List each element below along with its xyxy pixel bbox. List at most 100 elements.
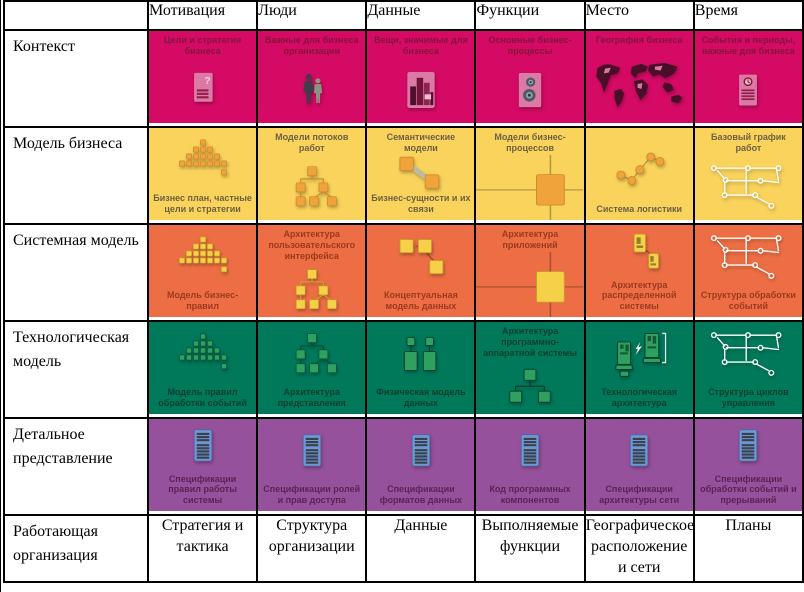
- column-header-place: Место: [583, 0, 695, 31]
- physical-data-icon: [368, 323, 473, 386]
- flow-white-icon: [696, 323, 801, 386]
- cell-label: Концептуальная модель данных: [383, 290, 458, 312]
- matrix-cell: Модели потоков работ: [256, 126, 368, 225]
- spec-doc-icon: [150, 420, 255, 473]
- cell-tile: Цели и стратегия бизнеса ?: [150, 32, 256, 123]
- matrix-cell: Основные бизнес-процессы: [474, 29, 586, 128]
- org-chart-icon: [259, 155, 364, 220]
- cell-tile: Технологическая архитектура: [586, 323, 692, 414]
- matrix-cell: Базовый график работ: [692, 126, 804, 225]
- cell-tile: Архитектура программно-аппаратной систем…: [477, 323, 583, 414]
- matrix-row: Детальное представление Спецификации пра…: [3, 417, 804, 516]
- linked-squares-2-icon: [368, 155, 473, 193]
- matrix-cell: Спецификации правил работы системы: [146, 417, 259, 516]
- footer-cell-place: Географическое расположение и сети: [583, 514, 695, 583]
- matrix-cell: Структура обработки событий: [692, 223, 804, 322]
- cell-label: Модели бизнес-процессов: [494, 132, 566, 153]
- cell-tile: Спецификации правил работы системы: [150, 420, 256, 511]
- matrix-cell: Цели и стратегия бизнеса ?: [146, 29, 259, 128]
- cell-label: Модель бизнес-правил: [166, 290, 239, 312]
- matrix-cell: Спецификации обработки событий и прерыва…: [692, 417, 804, 516]
- matrix-cell: Физическая модель данных: [365, 320, 477, 419]
- linked-squares-3-icon: [368, 226, 473, 289]
- footer-cell-data: Данные: [365, 514, 477, 583]
- matrix-cell: Важные для бизнеса организации: [256, 29, 368, 128]
- cell-label: Физическая модель данных: [376, 387, 466, 409]
- cell-label: Архитектура программно-аппаратной систем…: [483, 326, 578, 358]
- column-header-people: Люди: [256, 0, 368, 31]
- cell-tile: Спецификации форматов данных: [368, 420, 474, 511]
- cell-tile: Вещи, значимые для бизнеса: [368, 32, 474, 123]
- pyramid-icon: [150, 129, 255, 192]
- matrix-header: Мотивация Люди Данные Функции Место Врем…: [3, 0, 804, 31]
- matrix-footer-row: Работающая организация Стратегия и такти…: [3, 514, 804, 583]
- matrix-cell: Архитектура распределенной системы: [583, 223, 695, 322]
- matrix-cell: Архитектура программно-аппаратной систем…: [474, 320, 586, 419]
- cell-label: Архитектура пользовательского интерфейса: [268, 229, 356, 261]
- cell-label: Спецификации правил работы системы: [168, 473, 237, 506]
- cell-tile: Базовый график работ: [695, 129, 801, 220]
- flow-white-icon: [696, 155, 801, 220]
- cell-label: Система логистики: [596, 204, 683, 215]
- cell-tile: Концептуальная модель данных: [368, 226, 474, 317]
- cell-label: Технологическая архитектура: [601, 387, 678, 409]
- network-nodes-icon: [587, 129, 692, 203]
- footer-cell-motivation: Стратегия и тактика: [146, 514, 259, 583]
- column-header-motivation: Мотивация: [146, 0, 259, 31]
- cell-tile: События и периоды, важные для бизнеса: [695, 32, 801, 123]
- footer-cell-functions: Выполняемые функции: [474, 514, 586, 583]
- doc-gears-icon: [477, 58, 582, 123]
- cell-label: Спецификации форматов данных: [379, 484, 463, 506]
- cell-label: Структура обработки событий: [700, 290, 796, 312]
- cell-tile: Система логистики: [586, 129, 692, 220]
- row-header: Детальное представление: [3, 417, 149, 516]
- spec-doc-icon: [587, 420, 692, 483]
- cell-label: События и периоды, важные для бизнеса: [701, 35, 796, 56]
- cell-label: Вещи, значимые для бизнеса: [374, 35, 468, 56]
- cell-tile: Спецификации ролей и прав доступа: [259, 420, 365, 511]
- column-header-data: Данные: [365, 0, 477, 31]
- cell-label: Спецификации ролей и прав доступа: [263, 484, 361, 506]
- cell-label: Основные бизнес-процессы: [488, 35, 572, 56]
- matrix-cell: География бизнеса: [583, 29, 695, 128]
- pyramid-icon: [150, 226, 255, 289]
- matrix-cell: Спецификации ролей и прав доступа: [256, 417, 368, 516]
- spec-doc-icon: [696, 420, 801, 473]
- footer-row-header: Работающая организация: [3, 514, 149, 583]
- matrix-cell: Спецификации форматов данных: [365, 417, 477, 516]
- cell-label: Модель правил обработки событий: [158, 387, 247, 409]
- cell-tile: Физическая модель данных: [368, 323, 474, 414]
- matrix-row: Модель бизнеса Бизнес план, частные цели…: [3, 126, 804, 225]
- cell-label: Базовый график работ: [711, 132, 786, 153]
- cell-tile: Спецификации архитектуры сети: [586, 420, 692, 511]
- matrix-cell: Код программных компонентов: [474, 417, 586, 516]
- doc-clock-icon: [696, 58, 801, 123]
- matrix-cell: Структура циклов управления: [692, 320, 804, 419]
- cell-tile: Код программных компонентов: [477, 420, 583, 511]
- footer-cell-people: Структура организации: [256, 514, 368, 583]
- matrix-cell: Спецификации архитектуры сети: [583, 417, 695, 516]
- cell-label: Структура циклов управления: [708, 387, 789, 409]
- column-header-functions: Функции: [474, 0, 586, 31]
- cell-tile: Модели бизнес-процессов: [477, 129, 583, 220]
- doc-question-icon: ?: [150, 58, 255, 123]
- matrix-cell: Вещи, значимые для бизнеса: [365, 29, 477, 128]
- tree-icon: [477, 359, 582, 414]
- cell-tile: Архитектура распределенной системы: [586, 226, 692, 317]
- matrix-cell: Архитектура приложений: [474, 223, 586, 322]
- corner-cell: [3, 0, 149, 31]
- pyramid-icon: [150, 323, 255, 386]
- cell-tile: Основные бизнес-процессы: [477, 32, 583, 123]
- matrix-cell: Модель правил обработки событий: [146, 320, 259, 419]
- cell-tile: География бизнеса: [586, 32, 692, 123]
- cell-tile: Архитектура приложений: [477, 226, 583, 317]
- cell-tile: Важные для бизнеса организации: [259, 32, 365, 123]
- cell-label: Цели и стратегия бизнеса: [163, 35, 242, 56]
- matrix-cell: Семантические модели Бизнес-сущности и и…: [365, 126, 477, 225]
- matrix-cell: Технологическая архитектура: [583, 320, 695, 419]
- flow-white-icon: [696, 226, 801, 289]
- cell-label: Архитектура приложений: [501, 229, 559, 250]
- row-header: Модель бизнеса: [3, 126, 149, 225]
- cell-label: Бизнес план, частные цели и стратегии: [153, 193, 252, 215]
- matrix-row: Технологическая модель Модель правил обр…: [3, 320, 804, 419]
